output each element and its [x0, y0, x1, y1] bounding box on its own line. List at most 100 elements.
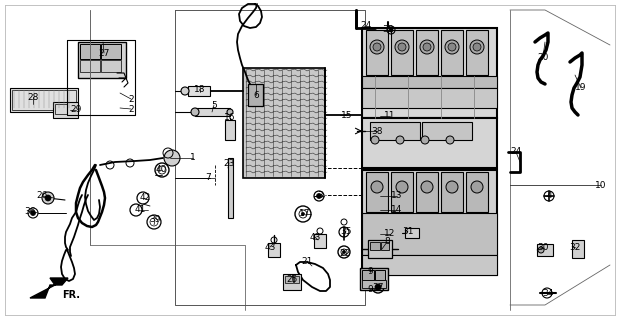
Text: 2: 2 [128, 94, 134, 103]
Text: 5: 5 [211, 100, 217, 109]
Bar [405, 228, 419, 238]
Text: 19: 19 [575, 84, 587, 92]
Bar [466, 172, 488, 212]
Bar [366, 172, 388, 212]
Bar [362, 118, 497, 168]
Text: 28: 28 [27, 92, 38, 101]
Circle shape [395, 40, 409, 54]
Text: 9: 9 [367, 285, 373, 294]
Bar [362, 76, 497, 88]
Circle shape [342, 251, 345, 253]
Bar [195, 108, 230, 116]
Circle shape [471, 181, 483, 193]
Text: 13: 13 [391, 191, 403, 201]
Text: 33: 33 [383, 26, 394, 35]
Bar [228, 158, 233, 218]
Text: 27: 27 [99, 49, 110, 58]
Bar [391, 30, 413, 75]
Bar [10, 88, 78, 112]
Bar [572, 240, 584, 258]
Bar [80, 44, 100, 59]
Text: 11: 11 [384, 111, 396, 121]
Text: 25: 25 [286, 276, 298, 284]
Text: 29: 29 [70, 106, 82, 115]
Bar [101, 60, 121, 72]
Circle shape [371, 181, 383, 193]
Text: 8: 8 [384, 237, 390, 246]
Circle shape [421, 181, 433, 193]
Circle shape [42, 192, 54, 204]
Circle shape [538, 247, 544, 253]
Text: FR.: FR. [62, 290, 80, 300]
Circle shape [420, 40, 434, 54]
Circle shape [398, 43, 406, 51]
Bar [368, 240, 392, 258]
Text: 20: 20 [538, 52, 549, 61]
Text: 14: 14 [391, 205, 402, 214]
Text: 41: 41 [135, 205, 146, 214]
Text: 43: 43 [309, 233, 321, 242]
Bar [188, 86, 210, 96]
Bar [248, 84, 263, 106]
Circle shape [421, 136, 429, 144]
Text: 38: 38 [371, 126, 383, 135]
Circle shape [448, 43, 456, 51]
Bar [314, 234, 326, 248]
Circle shape [446, 181, 458, 193]
Circle shape [396, 181, 408, 193]
Text: 35: 35 [340, 227, 352, 236]
Text: 4: 4 [546, 191, 552, 201]
Circle shape [445, 40, 459, 54]
Bar [80, 60, 100, 72]
Text: 31: 31 [402, 227, 414, 236]
Text: 32: 32 [569, 243, 581, 252]
Text: 24: 24 [510, 148, 521, 156]
Text: 12: 12 [384, 229, 396, 238]
Text: 23: 23 [223, 158, 235, 167]
Text: 40: 40 [156, 165, 167, 174]
Bar [78, 42, 126, 78]
Text: 22: 22 [339, 249, 351, 258]
Text: 21: 21 [301, 257, 312, 266]
Text: 17: 17 [299, 210, 311, 219]
Text: 43: 43 [264, 243, 276, 252]
Text: 2: 2 [128, 105, 134, 114]
Circle shape [423, 43, 431, 51]
Bar [416, 30, 438, 75]
Circle shape [470, 40, 484, 54]
Text: 15: 15 [341, 110, 353, 119]
Bar [441, 172, 463, 212]
Bar [360, 268, 388, 290]
Bar [294, 276, 299, 283]
Bar [416, 172, 438, 212]
Bar [466, 30, 488, 75]
Circle shape [389, 28, 393, 32]
Bar [362, 280, 386, 288]
Bar [422, 122, 472, 140]
Text: 26: 26 [37, 191, 48, 201]
Bar [268, 243, 280, 257]
Bar [366, 30, 388, 75]
Bar [362, 255, 497, 275]
Text: 24: 24 [360, 21, 371, 30]
Polygon shape [30, 278, 68, 298]
Text: 42: 42 [140, 194, 151, 203]
Text: 3: 3 [317, 191, 323, 201]
Text: 37: 37 [372, 284, 384, 292]
Bar [53, 102, 78, 118]
Circle shape [371, 136, 379, 144]
Bar [362, 88, 497, 108]
Circle shape [446, 136, 454, 144]
Bar [362, 170, 497, 275]
Bar [381, 242, 389, 250]
Text: 7: 7 [205, 173, 211, 182]
Text: 9: 9 [367, 268, 373, 276]
Text: 1: 1 [190, 154, 196, 163]
Circle shape [316, 194, 322, 198]
Circle shape [164, 150, 180, 166]
Circle shape [227, 109, 233, 115]
Circle shape [370, 40, 384, 54]
Circle shape [396, 136, 404, 144]
Bar [391, 172, 413, 212]
Circle shape [181, 87, 189, 95]
